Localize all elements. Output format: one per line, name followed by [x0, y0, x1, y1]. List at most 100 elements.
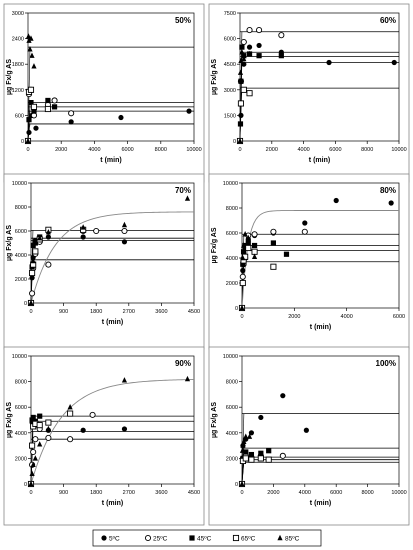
- y-axis-label: µg Fx/g AS: [6, 225, 13, 261]
- data-point: [258, 414, 264, 421]
- data-point: [29, 52, 35, 58]
- data-point: [265, 456, 272, 463]
- data-point: [29, 470, 35, 476]
- x-tick-label: 3600: [155, 309, 167, 315]
- x-tick-label: 4000: [299, 490, 311, 496]
- x-tick-label: 8000: [361, 147, 373, 153]
- x-tick-label: 6000: [393, 314, 405, 320]
- plot-area: [239, 12, 400, 142]
- data-point: [32, 248, 39, 255]
- chart-panel-5: 0 2000 4000 6000 8000 10000 0 900 1800 2700 3600 45…: [3, 346, 205, 526]
- y-tick-label: 2000: [15, 277, 27, 283]
- y-tick-label: 0: [233, 139, 236, 145]
- legend-label: 45ºC: [197, 536, 212, 543]
- y-tick-label: 2000: [226, 456, 238, 462]
- data-point: [246, 44, 253, 50]
- data-point: [30, 448, 37, 456]
- data-point: [326, 59, 332, 66]
- x-tick-label: 10000: [391, 490, 406, 496]
- chart-title: 100%: [376, 359, 396, 368]
- data-point: [51, 104, 58, 110]
- data-point: [67, 404, 73, 410]
- data-point: [31, 63, 37, 69]
- data-point: [29, 275, 35, 281]
- y-axis-label: µg Fx/g AS: [6, 59, 13, 95]
- chart-panel-6: 0 2000 4000 6000 8000 10000 0 2000 4000 6000 8000 1…: [208, 346, 410, 526]
- y-tick-label: 0: [24, 301, 27, 307]
- data-point: [67, 410, 74, 417]
- x-tick-label: 4000: [88, 147, 100, 153]
- data-point: [258, 450, 264, 456]
- y-tick-label: 1500: [224, 113, 236, 119]
- chart-title: 90%: [175, 359, 191, 368]
- data-point: [186, 108, 192, 114]
- data-point: [239, 480, 245, 487]
- chart-panel-4: 0 2000 4000 6000 8000 10000 0 2000 4000 6000 t (mi…: [208, 173, 410, 350]
- x-tick-label: 8000: [155, 147, 167, 153]
- data-point: [118, 114, 124, 121]
- x-axis-label: t (min): [102, 319, 123, 326]
- data-point: [28, 35, 34, 41]
- data-point: [256, 27, 263, 34]
- y-tick-label: 2000: [15, 456, 27, 462]
- chart-title: 80%: [380, 186, 396, 195]
- x-tick-label: 2700: [123, 309, 135, 315]
- y-axis-label: µg Fx/g AS: [6, 402, 13, 438]
- data-point: [45, 97, 51, 104]
- data-point: [251, 231, 258, 238]
- data-point: [239, 49, 245, 55]
- data-point: [32, 240, 38, 246]
- data-point: [241, 55, 247, 62]
- data-point: [256, 42, 262, 49]
- data-point: [238, 57, 244, 63]
- x-tick-label: 4000: [297, 147, 309, 153]
- data-point: [243, 449, 249, 455]
- legend-marker: [101, 535, 107, 541]
- x-tick-label: 4500: [188, 490, 200, 496]
- legend-label: 25ºC: [153, 536, 168, 543]
- y-tick-label: 0: [24, 482, 27, 488]
- data-point: [121, 239, 128, 245]
- data-point: [388, 200, 394, 206]
- y-axis-label: µg Fx/g AS: [211, 402, 218, 438]
- data-point: [45, 229, 51, 235]
- data-point: [245, 234, 251, 241]
- y-axis-label: µg Fx/g AS: [211, 227, 218, 263]
- y-tick-label: 8000: [15, 205, 27, 211]
- exponential-fit-curve: [241, 210, 399, 309]
- series-filled-triangle: [28, 195, 191, 306]
- data-point: [245, 240, 251, 246]
- x-tick-label: 0: [26, 147, 29, 153]
- data-point: [251, 242, 258, 249]
- panel-frame: [3, 173, 205, 350]
- data-point: [278, 53, 284, 59]
- data-point: [246, 433, 253, 439]
- data-point: [89, 411, 96, 418]
- panel-frame: [3, 346, 205, 526]
- data-point: [239, 44, 245, 50]
- y-tick-label: 0: [21, 139, 24, 145]
- y-tick-label: 600: [15, 113, 24, 119]
- data-point: [184, 195, 191, 201]
- panel-frame: [208, 346, 410, 526]
- y-tick-label: 10000: [12, 181, 27, 187]
- x-tick-label: 2700: [123, 490, 135, 496]
- data-point: [240, 242, 247, 248]
- data-point: [283, 251, 290, 257]
- data-point: [240, 442, 246, 448]
- series-filled-triangle: [239, 231, 258, 311]
- data-point: [80, 427, 86, 433]
- plot-area: [27, 12, 195, 142]
- fit-rise-line: [241, 462, 245, 485]
- data-point: [242, 455, 249, 462]
- data-point: [266, 448, 272, 454]
- legend-entry: 45ºC: [189, 535, 212, 543]
- y-tick-label: 4000: [15, 253, 27, 259]
- data-point: [30, 461, 36, 467]
- data-point: [240, 249, 247, 255]
- data-point: [251, 253, 258, 259]
- data-point: [93, 227, 100, 235]
- data-point: [237, 121, 244, 127]
- legend: 5ºC 25ºC 45ºC 65ºC 85ºC: [92, 529, 322, 547]
- data-point: [32, 455, 38, 461]
